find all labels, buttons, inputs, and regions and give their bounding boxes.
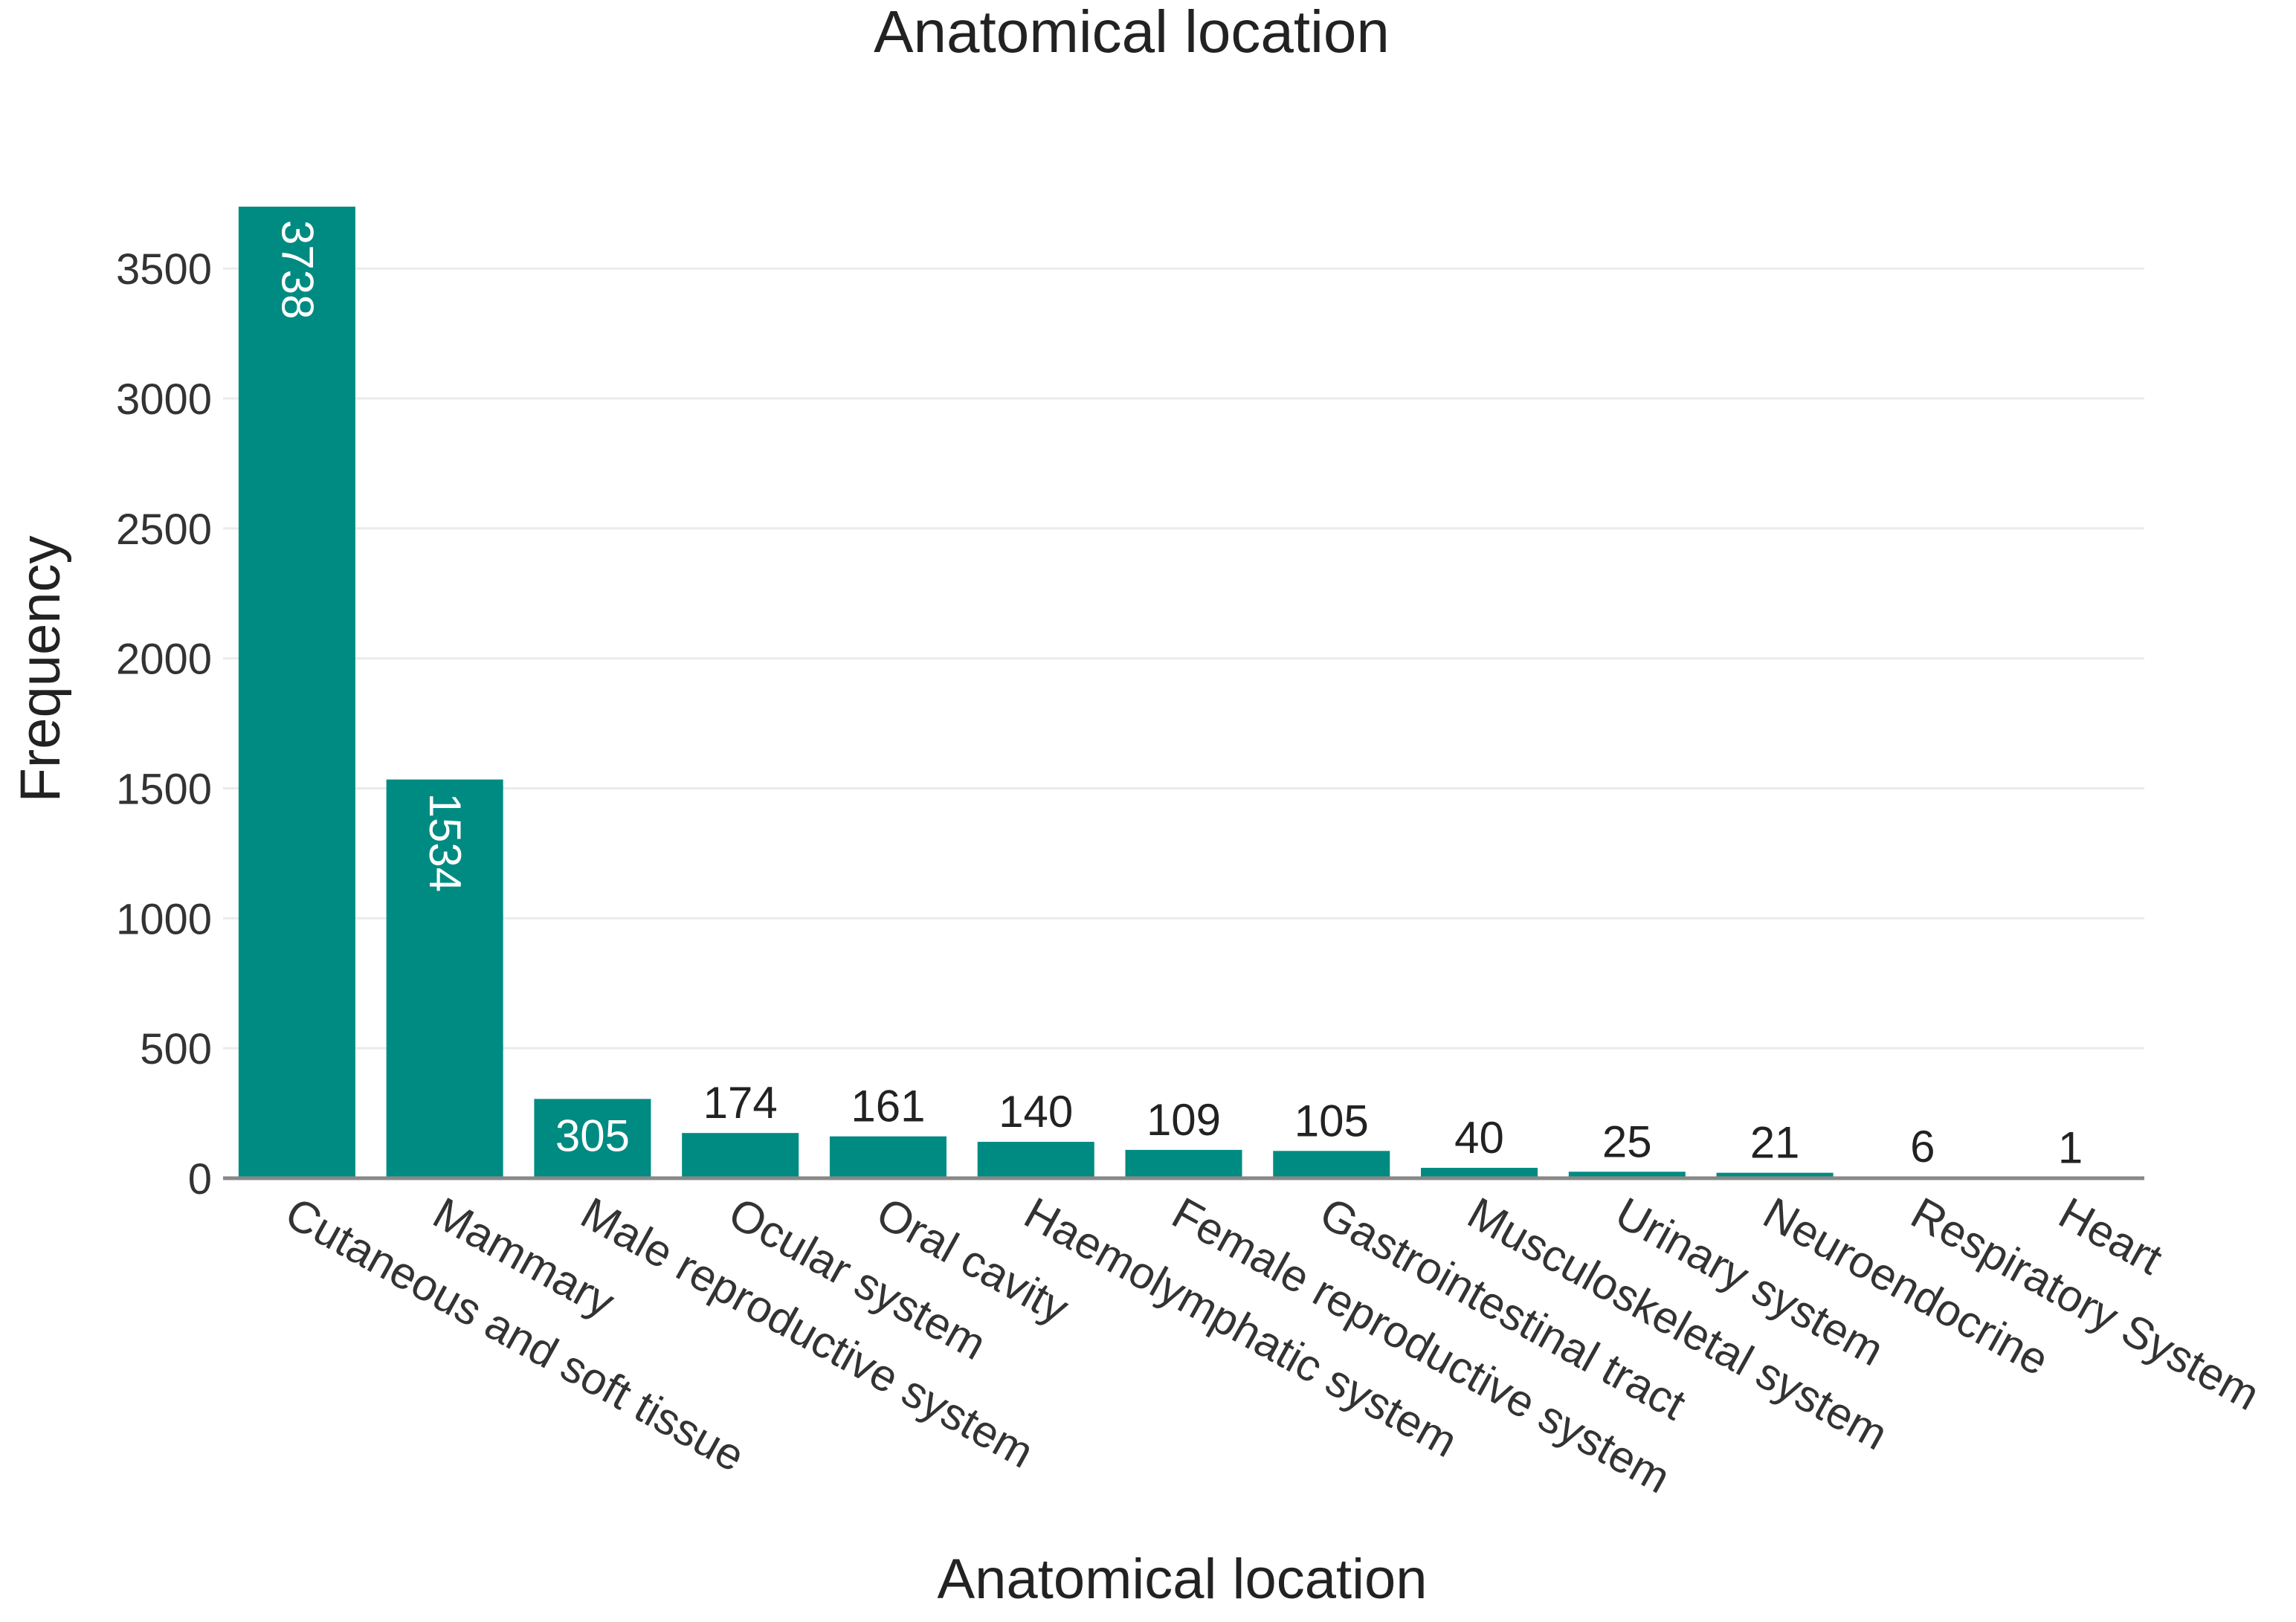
bar: [238, 207, 355, 1178]
bar: [1716, 1172, 1834, 1178]
y-tick-label: 1000: [116, 895, 212, 943]
data-label: 1: [2058, 1123, 2083, 1173]
bar: [534, 1099, 651, 1178]
bars: [238, 207, 2129, 1178]
data-label: 140: [999, 1087, 1073, 1137]
bar: [682, 1133, 799, 1178]
bar: [1568, 1172, 1686, 1178]
y-tick-label: 3500: [116, 245, 212, 294]
y-tick-label: 3000: [116, 375, 212, 424]
bar: [977, 1142, 1094, 1178]
bar: [386, 779, 503, 1178]
data-label: 305: [555, 1111, 630, 1160]
data-label: 3738: [272, 220, 322, 319]
y-axis-ticks: 0 500 1000 1500 2000 2500 3000 3500: [116, 245, 212, 1203]
data-label: 21: [1750, 1118, 1800, 1168]
data-label: 174: [703, 1078, 778, 1128]
data-labels: 3738 1534 305 174 161 140 109 105 40 25 21 6 1: [272, 220, 2083, 1173]
chart-title: Anatomical location: [874, 0, 1390, 65]
y-tick-label: 2500: [116, 505, 212, 554]
data-label: 25: [1602, 1117, 1652, 1166]
data-label: 109: [1147, 1095, 1221, 1145]
bar: [1421, 1168, 1538, 1178]
bar: [1273, 1151, 1390, 1178]
y-tick-label: 0: [188, 1155, 212, 1203]
data-label: 1534: [420, 793, 470, 892]
y-axis-title: Frequency: [9, 535, 72, 802]
y-tick-label: 1500: [116, 766, 212, 814]
data-label: 40: [1454, 1113, 1504, 1163]
x-axis-title: Anatomical location: [937, 1548, 1427, 1611]
data-label: 105: [1294, 1096, 1369, 1146]
bar: [1125, 1149, 1242, 1178]
gridlines: [223, 267, 2144, 1050]
data-label: 161: [851, 1082, 925, 1131]
y-tick-label: 2000: [116, 636, 212, 684]
bar: [829, 1136, 947, 1178]
y-tick-label: 500: [140, 1025, 212, 1073]
data-label: 6: [1910, 1122, 1935, 1172]
